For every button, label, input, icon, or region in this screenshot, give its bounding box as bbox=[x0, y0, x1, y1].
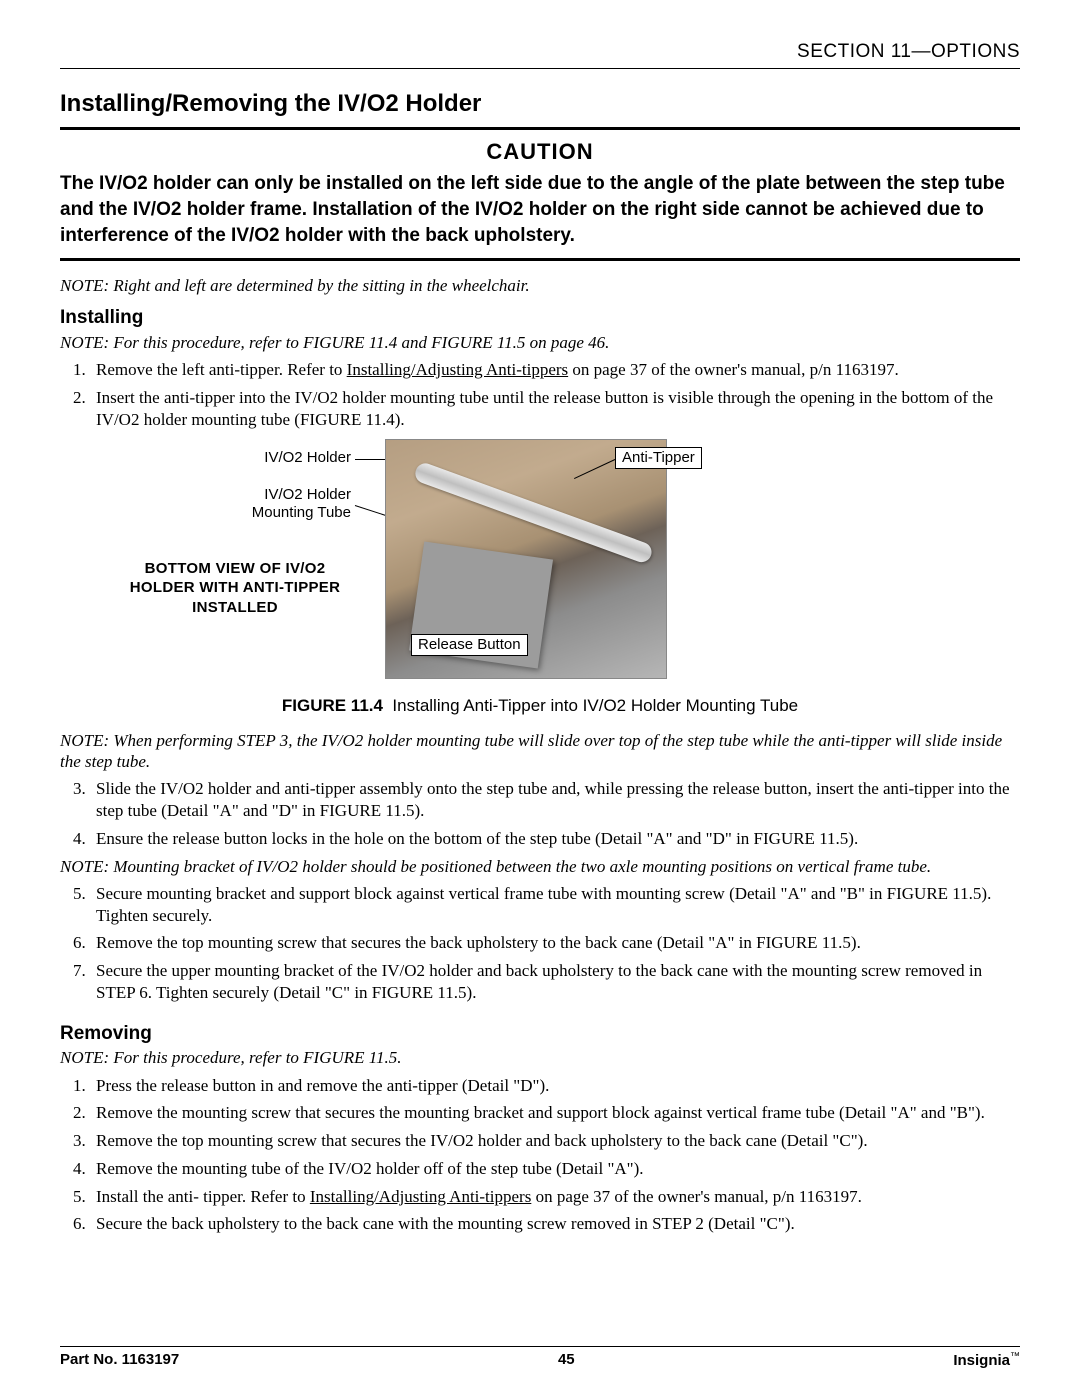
remove-step-1: Press the release button in and remove t… bbox=[90, 1075, 1020, 1097]
install-step-7: Secure the upper mounting bracket of the… bbox=[90, 960, 1020, 1004]
removing-heading: Removing bbox=[60, 1022, 1020, 1046]
install-step-3: Slide the IV/O2 holder and anti-tipper a… bbox=[90, 778, 1020, 822]
callout-release-button: Release Button bbox=[411, 634, 528, 657]
installing-steps-3-4: Slide the IV/O2 holder and anti-tipper a… bbox=[60, 778, 1020, 849]
figure-11-4: IV/O2 Holder IV/O2 Holder Mounting Tube … bbox=[60, 439, 1020, 689]
caution-body: The IV/O2 holder can only be installed o… bbox=[60, 171, 1020, 248]
footer-page-num: 45 bbox=[558, 1351, 575, 1371]
callout-anti-tipper: Anti-Tipper bbox=[615, 447, 702, 470]
caution-heading: CAUTION bbox=[60, 138, 1020, 166]
installing-steps-1-2: Remove the left anti-tipper. Refer to In… bbox=[60, 359, 1020, 430]
figure-caption: FIGURE 11.4 Installing Anti-Tipper into … bbox=[60, 695, 1020, 716]
install-step-1: Remove the left anti-tipper. Refer to In… bbox=[90, 359, 1020, 381]
remove-step-4: Remove the mounting tube of the IV/O2 ho… bbox=[90, 1158, 1020, 1180]
callout-mount-tube: IV/O2 Holder Mounting Tube bbox=[193, 486, 351, 524]
footer-part-no: Part No. 1163197 bbox=[60, 1351, 179, 1371]
link-anti-tippers-2: Installing/Adjusting Anti-tippers bbox=[310, 1187, 531, 1206]
note-removing-ref: NOTE: For this procedure, refer to FIGUR… bbox=[60, 1047, 1020, 1068]
install-step-6: Remove the top mounting screw that secur… bbox=[90, 932, 1020, 954]
install-step-5: Secure mounting bracket and support bloc… bbox=[90, 883, 1020, 927]
remove-step-3: Remove the top mounting screw that secur… bbox=[90, 1130, 1020, 1152]
page-footer: Part No. 1163197 45 Insignia™ bbox=[60, 1346, 1020, 1371]
note-bracket-position: NOTE: Mounting bracket of IV/O2 holder s… bbox=[60, 856, 1020, 877]
remove-step-2: Remove the mounting screw that secures t… bbox=[90, 1102, 1020, 1124]
rule-caution-bottom bbox=[60, 258, 1020, 261]
rule-top bbox=[60, 68, 1020, 69]
footer-brand: Insignia™ bbox=[953, 1351, 1020, 1371]
page-title: Installing/Removing the IV/O2 Holder bbox=[60, 89, 1020, 119]
callout-holder: IV/O2 Holder bbox=[193, 449, 351, 468]
note-install-ref: NOTE: For this procedure, refer to FIGUR… bbox=[60, 332, 1020, 353]
link-anti-tippers: Installing/Adjusting Anti-tippers bbox=[347, 360, 568, 379]
install-step-2: Insert the anti-tipper into the IV/O2 ho… bbox=[90, 387, 1020, 431]
figure-bold-label: BOTTOM VIEW OF IV/O2 HOLDER WITH ANTI-TI… bbox=[120, 559, 350, 618]
remove-step-6: Secure the back upholstery to the back c… bbox=[90, 1213, 1020, 1235]
rule-title bbox=[60, 127, 1020, 130]
note-orientation: NOTE: Right and left are determined by t… bbox=[60, 275, 1020, 296]
installing-steps-5-7: Secure mounting bracket and support bloc… bbox=[60, 883, 1020, 1004]
install-step-4: Ensure the release button locks in the h… bbox=[90, 828, 1020, 850]
removing-steps: Press the release button in and remove t… bbox=[60, 1075, 1020, 1236]
note-step3: NOTE: When performing STEP 3, the IV/O2 … bbox=[60, 730, 1020, 773]
installing-heading: Installing bbox=[60, 306, 1020, 330]
remove-step-5: Install the anti- tipper. Refer to Insta… bbox=[90, 1186, 1020, 1208]
section-header: SECTION 11—OPTIONS bbox=[60, 40, 1020, 64]
rule-footer bbox=[60, 1346, 1020, 1347]
